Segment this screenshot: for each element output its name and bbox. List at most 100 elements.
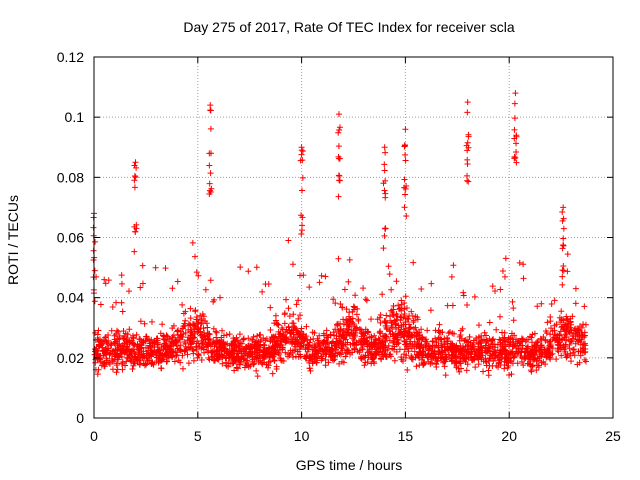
data-point [463,348,470,355]
data-point [399,331,406,338]
data-point [188,326,195,333]
data-point [228,341,235,348]
data-point [170,349,177,356]
data-point [379,333,386,340]
data-point [411,338,418,345]
data-point [395,322,402,329]
data-point [558,352,565,359]
data-point [520,261,527,268]
y-axis-label: ROTI / TECUs [5,195,21,285]
data-point [353,327,360,334]
data-point [442,358,449,365]
data-point [136,361,143,368]
data-point [394,336,401,343]
data-point [238,340,245,347]
data-point [233,334,240,341]
data-point [564,251,571,258]
data-point [544,319,551,326]
data-point [195,351,202,358]
data-point [253,367,260,374]
data-point [433,339,440,346]
data-point [547,331,554,338]
data-point [389,308,396,315]
data-point [98,358,105,365]
data-point [297,157,304,164]
data-point [376,345,383,352]
data-point [567,324,574,331]
data-point [559,245,566,252]
data-point [187,315,194,322]
data-point [405,348,412,355]
data-point [281,311,288,318]
data-point [513,140,520,147]
data-point [138,350,145,357]
data-point [566,329,573,336]
data-point [331,353,338,360]
data-point [558,308,565,315]
data-point [287,347,294,354]
data-point [381,232,388,239]
data-point [285,323,292,330]
data-point [441,363,448,370]
data-point [198,357,205,364]
data-point [450,349,457,356]
data-point [574,361,581,368]
data-point [505,362,512,369]
data-point [409,332,416,339]
data-point [351,333,358,340]
data-point [510,317,517,324]
data-point [527,350,534,357]
data-point [442,347,449,354]
data-point [426,343,433,350]
data-point [425,358,432,365]
data-point [106,351,113,358]
data-point [163,358,170,365]
data-point [279,346,286,353]
data-point [195,272,202,279]
data-point [560,225,567,232]
data-point [111,356,118,363]
data-point [215,352,222,359]
data-point [118,299,125,306]
data-point [556,314,563,321]
data-point [393,278,400,285]
data-point [219,360,226,367]
data-point [194,354,201,361]
data-point [267,351,274,358]
data-point [289,338,296,345]
data-point [464,172,471,179]
data-point [296,272,303,279]
data-point [386,328,393,335]
data-point [448,356,455,363]
data-point [483,359,490,366]
data-point [382,318,389,325]
data-point [103,355,110,362]
data-point [559,281,566,288]
data-point [490,357,497,364]
data-point [202,286,209,293]
data-point [563,337,570,344]
data-point [401,310,408,317]
data-point [273,363,280,370]
data-point [566,342,573,349]
data-point [94,351,101,358]
y-tick-label: 0.04 [57,290,84,306]
data-point [551,297,558,304]
data-point [456,368,463,375]
data-point [559,267,566,274]
data-point [129,366,136,373]
data-point [196,342,203,349]
data-point [93,352,100,359]
data-point [113,327,120,334]
data-point [236,331,243,338]
data-point [529,339,536,346]
data-point [496,336,503,343]
data-point [337,301,344,308]
data-point [231,342,238,349]
data-point [305,342,312,349]
data-point [388,307,395,314]
data-point [213,334,220,341]
data-point [298,144,305,151]
data-point [560,204,567,211]
data-point [354,305,361,312]
